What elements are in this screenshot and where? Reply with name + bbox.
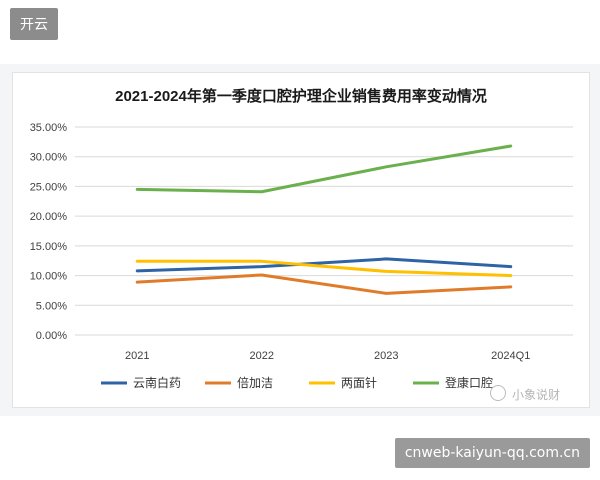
y-tick-label: 25.00%: [30, 181, 68, 193]
x-tick-label: 2023: [374, 350, 398, 362]
x-tick-label: 2024Q1: [491, 350, 530, 362]
series-line: [135, 257, 513, 273]
y-tick-label: 15.00%: [30, 241, 68, 253]
site-link[interactable]: cnweb-kaiyun-qq.com.cn: [394, 438, 590, 468]
chart-card: 2021-2024年第一季度口腔护理企业销售费用率变动情况 0.00% 5.00%…: [12, 72, 590, 408]
y-tick-label: 20.00%: [30, 211, 68, 223]
weibo-icon: [490, 385, 506, 401]
watermark-text: 小象说财: [512, 388, 561, 402]
y-tick-label: 10.00%: [30, 271, 68, 283]
y-tick-label: 30.00%: [30, 152, 68, 164]
line-chart: 2021-2024年第一季度口腔护理企业销售费用率变动情况 0.00% 5.00%…: [30, 87, 573, 390]
y-tick-label: 0.00%: [36, 330, 67, 342]
legend-label: 两面针: [341, 375, 377, 390]
legend-label: 云南白药: [133, 375, 181, 390]
series-line: [135, 259, 513, 278]
legend-label: 倍加洁: [237, 375, 273, 390]
chart-title: 2021-2024年第一季度口腔护理企业销售费用率变动情况: [115, 87, 487, 105]
legend-label: 登康口腔: [445, 375, 493, 390]
y-tick-label: 35.00%: [30, 122, 68, 134]
x-tick-label: 2021: [125, 350, 149, 362]
site-badge: 开云: [10, 8, 58, 40]
x-tick-label: 2022: [250, 350, 274, 362]
series-line: [135, 273, 513, 295]
y-tick-label: 5.00%: [36, 300, 67, 312]
series-line: [135, 144, 513, 194]
